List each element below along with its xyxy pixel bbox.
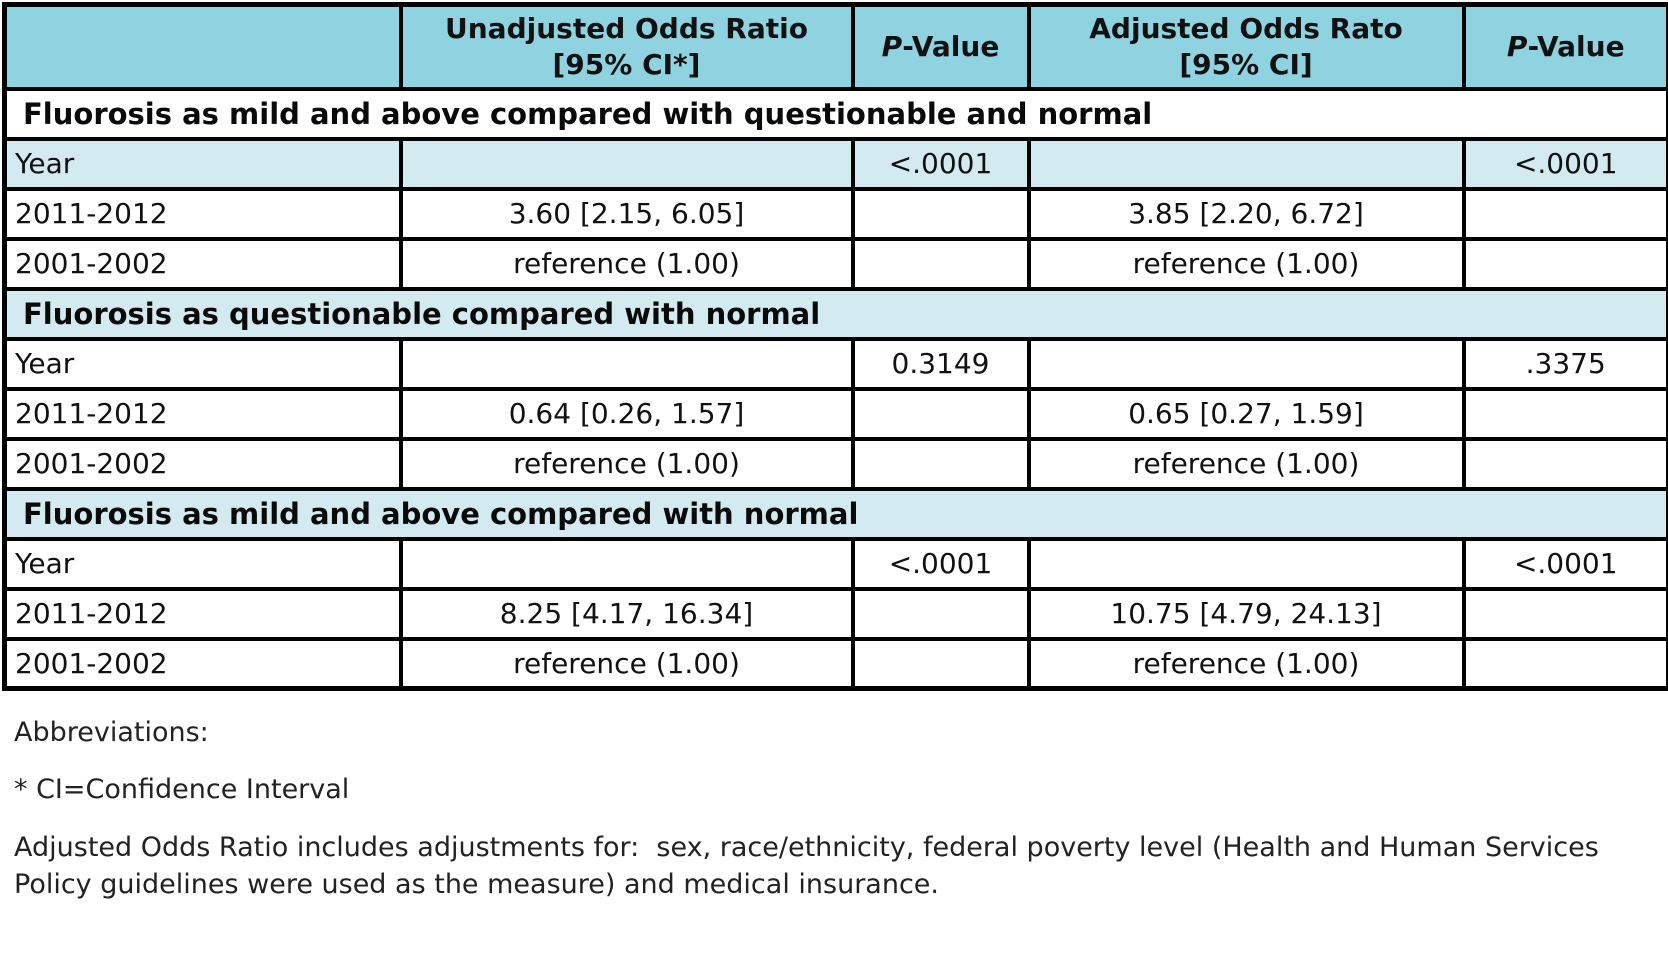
row-label-cell: 2001-2002 — [2, 636, 403, 691]
empty-cell — [850, 586, 1031, 641]
year-row-2: Year 0.3149 .3375 — [2, 336, 1668, 391]
row-label-cell: Year — [2, 136, 403, 191]
data-row: 2011-2012 0.64 [0.26, 1.57] 0.65 [0.27, … — [2, 386, 1668, 441]
row-label-cell: 2011-2012 — [2, 386, 403, 441]
unadjusted-or-cell: reference (1.00) — [398, 436, 855, 491]
empty-cell — [1026, 336, 1466, 391]
unadjusted-or-cell: 0.64 [0.26, 1.57] — [398, 386, 855, 441]
header-unadjusted-line2: [95% CI*] — [552, 47, 701, 81]
year-row-3: Year <.0001 <.0001 — [2, 536, 1668, 591]
data-row: 2001-2002 reference (1.00) reference (1.… — [2, 436, 1668, 491]
header-unadjusted-line1: Unadjusted Odds Ratio — [445, 11, 808, 45]
section-title-row-1: Fluorosis as mild and above compared wit… — [2, 86, 1668, 141]
header-adjusted-line1: Adjusted Odds Rato — [1089, 11, 1403, 45]
data-row: 2011-2012 8.25 [4.17, 16.34] 10.75 [4.79… — [2, 586, 1668, 641]
section-title: Fluorosis as mild and above compared wit… — [2, 86, 1668, 141]
odds-ratio-table: Unadjusted Odds Ratio [95% CI*] P-Value A… — [2, 2, 1668, 691]
empty-cell — [1461, 586, 1668, 641]
empty-cell — [1461, 236, 1668, 291]
data-row: 2011-2012 3.60 [2.15, 6.05] 3.85 [2.20, … — [2, 186, 1668, 241]
adjusted-or-cell: 0.65 [0.27, 1.59] — [1026, 386, 1466, 441]
empty-cell — [1461, 436, 1668, 491]
adjusted-or-cell: 3.85 [2.20, 6.72] — [1026, 186, 1466, 241]
unadjusted-or-cell: reference (1.00) — [398, 636, 855, 691]
empty-cell — [1461, 386, 1668, 441]
header-p-value-adjusted: P-Value — [1461, 2, 1668, 91]
p-value-cell: <.0001 — [1461, 536, 1668, 591]
header-unadjusted-odds-ratio: Unadjusted Odds Ratio [95% CI*] — [398, 2, 855, 91]
empty-cell — [1461, 636, 1668, 691]
section-title-row-3: Fluorosis as mild and above compared wit… — [2, 486, 1668, 541]
p-italic-letter: P — [881, 29, 903, 63]
p-value-cell: <.0001 — [1461, 136, 1668, 191]
unadjusted-or-cell: reference (1.00) — [398, 236, 855, 291]
adjusted-or-cell: reference (1.00) — [1026, 436, 1466, 491]
header-adjusted-odds-ratio: Adjusted Odds Rato [95% CI] — [1026, 2, 1466, 91]
section-title: Fluorosis as mild and above compared wit… — [2, 486, 1668, 541]
p-value-rest: -Value — [902, 29, 1000, 63]
p-value-cell: <.0001 — [850, 536, 1031, 591]
adjusted-or-cell: reference (1.00) — [1026, 636, 1466, 691]
row-label-cell: 2001-2002 — [2, 236, 403, 291]
abbreviations-label: Abbreviations: — [14, 717, 209, 748]
empty-cell — [850, 236, 1031, 291]
row-label-cell: 2011-2012 — [2, 586, 403, 641]
p-value-rest: -Value — [1527, 29, 1625, 63]
row-label-cell: 2001-2002 — [2, 436, 403, 491]
empty-cell — [1461, 186, 1668, 241]
year-row-1: Year <.0001 <.0001 — [2, 136, 1668, 191]
data-row: 2001-2002 reference (1.00) reference (1.… — [2, 236, 1668, 291]
adjusted-or-cell: 10.75 [4.79, 24.13] — [1026, 586, 1466, 641]
ci-footnote: * CI=Confidence Interval — [14, 774, 350, 805]
row-label-cell: Year — [2, 336, 403, 391]
header-empty-cell — [2, 2, 403, 91]
empty-cell — [398, 136, 855, 191]
p-value-cell: 0.3149 — [850, 336, 1031, 391]
p-value-cell: .3375 — [1461, 336, 1668, 391]
p-italic-letter: P — [1506, 29, 1528, 63]
section-title-row-2: Fluorosis as questionable compared with … — [2, 286, 1668, 341]
empty-cell — [1026, 536, 1466, 591]
section-title: Fluorosis as questionable compared with … — [2, 286, 1668, 341]
empty-cell — [1026, 136, 1466, 191]
table-header-row: Unadjusted Odds Ratio [95% CI*] P-Value A… — [2, 2, 1668, 91]
empty-cell — [850, 436, 1031, 491]
empty-cell — [398, 336, 855, 391]
empty-cell — [850, 636, 1031, 691]
adjustment-footnote: Adjusted Odds Ratio includes adjustments… — [14, 832, 1608, 900]
unadjusted-or-cell: 8.25 [4.17, 16.34] — [398, 586, 855, 641]
empty-cell — [850, 386, 1031, 441]
p-value-cell: <.0001 — [850, 136, 1031, 191]
footnotes: Abbreviations: * CI=Confidence Interval … — [2, 691, 1666, 903]
adjusted-or-cell: reference (1.00) — [1026, 236, 1466, 291]
unadjusted-or-cell: 3.60 [2.15, 6.05] — [398, 186, 855, 241]
empty-cell — [850, 186, 1031, 241]
row-label-cell: 2011-2012 — [2, 186, 403, 241]
header-adjusted-line2: [95% CI] — [1179, 47, 1313, 81]
header-p-value-unadjusted: P-Value — [850, 2, 1031, 91]
row-label-cell: Year — [2, 536, 403, 591]
empty-cell — [398, 536, 855, 591]
data-row: 2001-2002 reference (1.00) reference (1.… — [2, 636, 1668, 691]
